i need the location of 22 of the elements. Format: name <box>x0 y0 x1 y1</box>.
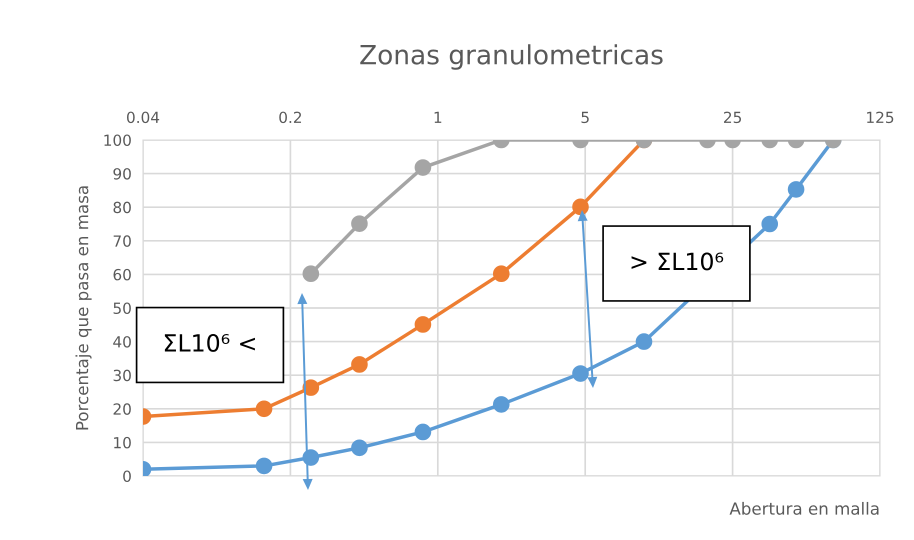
x-tick-label: 5 <box>582 112 589 124</box>
x-tick-label: 0.04 <box>127 112 160 124</box>
x-axis-title: Abertura en malla <box>730 502 878 515</box>
y-tick-label: 30 <box>114 370 131 382</box>
y-tick-label: 20 <box>114 403 131 415</box>
annotation: ΣL10⁶ < <box>164 334 255 352</box>
y-tick-label: 40 <box>113 336 131 348</box>
y-tick-label: 50 <box>114 302 131 314</box>
x-tick-label: 0.2 <box>279 112 302 124</box>
x-tick-label: 125 <box>867 112 894 124</box>
y-axis-title: Porcentaje que pasa en masa <box>75 186 92 430</box>
y-tick-label: 90 <box>113 168 131 180</box>
y-tick-label: 60 <box>114 268 131 280</box>
x-tick-label: 25 <box>724 112 741 124</box>
y-tick-label: 0 <box>123 470 131 482</box>
annotation: > ΣL10⁶ <box>632 252 724 270</box>
x-tick-label: 1 <box>434 112 442 123</box>
y-tick-label: 10 <box>114 436 131 448</box>
y-tick-label: 80 <box>113 202 131 214</box>
y-tick-label: 100 <box>104 134 131 146</box>
chart-title: Zonas granulometricas <box>360 44 663 70</box>
y-tick-label: 70 <box>114 235 131 247</box>
